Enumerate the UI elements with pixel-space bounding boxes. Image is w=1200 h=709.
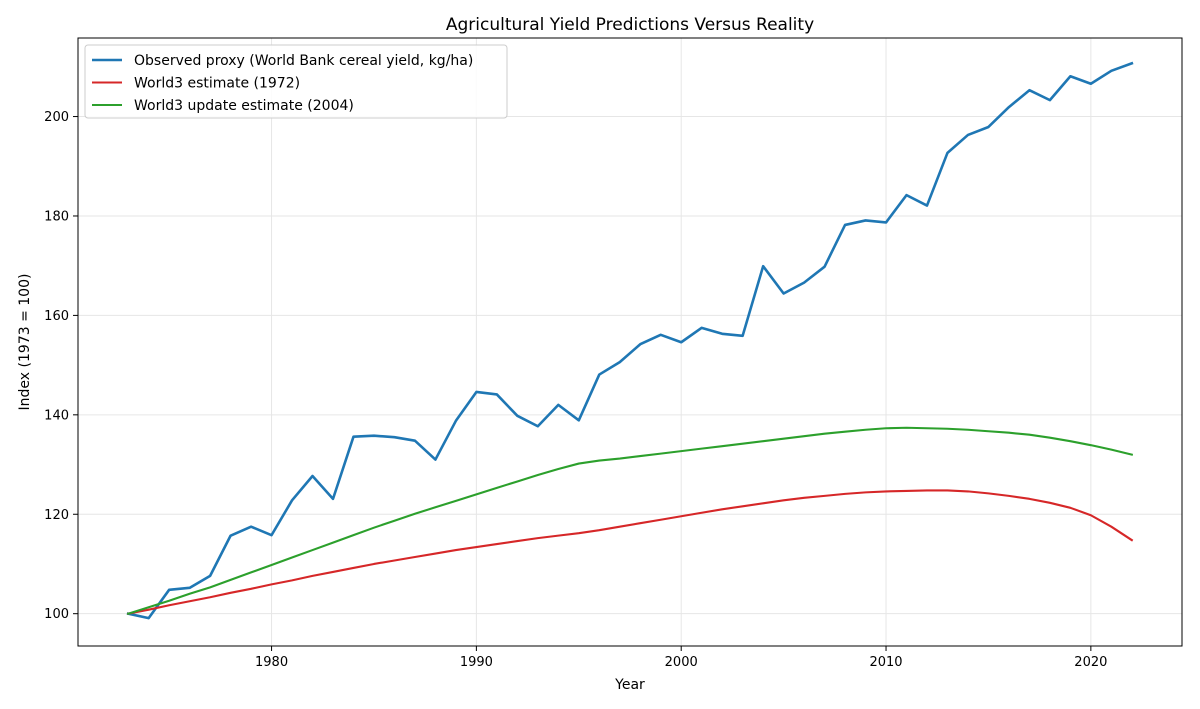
legend: Observed proxy (World Bank cereal yield,… [84,44,508,119]
x-tick-label: 2010 [869,655,902,670]
x-tick-label: 1990 [460,655,493,670]
y-tick-label: 120 [44,508,69,523]
series-line-3 [126,426,1134,616]
legend-label-2: World3 estimate (1972) [134,76,300,92]
x-tick-label: 2020 [1074,655,1107,670]
legend-box [84,44,508,119]
series-line-2 [126,489,1134,615]
chart-title: Agricultural Yield Predictions Versus Re… [446,15,814,35]
y-tick-label: 140 [44,408,69,423]
y-tick-label: 160 [44,309,69,324]
x-tick-label: 2000 [665,655,698,670]
legend-label-1: Observed proxy (World Bank cereal yield,… [134,53,473,69]
y-tick-label: 100 [44,607,69,622]
x-axis-label: Year [614,677,645,693]
y-axis-label: Index (1973 = 100) [17,274,33,411]
y-axis: 100 120 140 160 180 200 [44,110,78,622]
legend-label-3: World3 update estimate (2004) [134,98,354,114]
plot-frame [77,37,1183,647]
series-layer [126,61,1134,620]
y-tick-label: 200 [44,110,69,125]
series-line-1 [126,61,1134,620]
x-axis: 1980 1990 2000 2010 2020 [255,646,1107,670]
y-tick-label: 180 [44,209,69,224]
x-tick-label: 1980 [255,655,288,670]
